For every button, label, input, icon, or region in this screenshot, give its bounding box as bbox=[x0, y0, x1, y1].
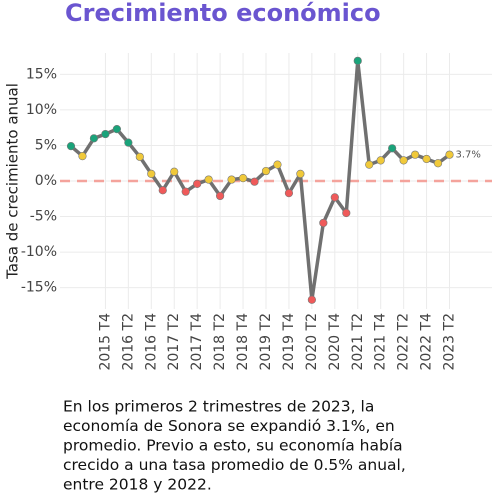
x-tick-label: 2022 T2 bbox=[396, 313, 412, 371]
x-tick-label: 2017 T2 bbox=[166, 313, 182, 371]
description-text: entre 2018 y 2022. bbox=[63, 476, 212, 494]
x-tick-label: 2023 T2 bbox=[442, 313, 458, 371]
y-tick-label: 15% bbox=[26, 66, 57, 82]
data-point bbox=[353, 56, 362, 65]
data-point bbox=[250, 177, 259, 186]
x-tick-label: 2016 T2 bbox=[120, 313, 136, 371]
data-point bbox=[319, 218, 328, 228]
y-axis-label: Tasa de crecimiento anual bbox=[4, 83, 22, 280]
data-point bbox=[296, 169, 305, 178]
data-point bbox=[204, 175, 213, 184]
data-point bbox=[411, 150, 420, 159]
data-point bbox=[445, 150, 454, 159]
chart-title: Crecimiento económico bbox=[65, 0, 381, 27]
data-point bbox=[273, 160, 282, 169]
data-point bbox=[66, 142, 76, 151]
data-point bbox=[261, 166, 271, 176]
x-tick-label: 2021 T4 bbox=[373, 313, 389, 371]
x-tick-label: 2021 T2 bbox=[350, 313, 366, 371]
data-point bbox=[78, 152, 87, 161]
data-point bbox=[227, 175, 236, 184]
data-point bbox=[376, 156, 385, 165]
x-tick-label: 2022 T4 bbox=[419, 313, 435, 371]
x-tick-label: 2020 T2 bbox=[304, 313, 320, 371]
x-tick-label: 2018 T4 bbox=[235, 313, 251, 371]
y-tick-label: -15% bbox=[21, 280, 57, 296]
data-point bbox=[330, 193, 339, 202]
series-line bbox=[69, 59, 451, 302]
y-tick-label: 0% bbox=[35, 173, 57, 189]
data-point bbox=[388, 144, 397, 153]
x-tick-label: 2017 T4 bbox=[189, 313, 205, 371]
data-point bbox=[422, 154, 431, 164]
data-point bbox=[158, 186, 167, 195]
y-tick-label: 5% bbox=[35, 137, 57, 153]
data-label: 3.7% bbox=[456, 150, 481, 161]
data-point bbox=[193, 179, 202, 188]
data-point bbox=[135, 152, 144, 161]
description-text: crecido a una tasa promedio de 0.5% anua… bbox=[63, 456, 406, 474]
data-point bbox=[433, 159, 443, 168]
y-tick-label: 10% bbox=[26, 102, 57, 118]
x-tick-label: 2018 T2 bbox=[212, 313, 228, 371]
data-point bbox=[170, 167, 179, 176]
data-point bbox=[124, 138, 133, 147]
data-point bbox=[365, 160, 374, 169]
x-tick-label: 2020 T4 bbox=[327, 313, 343, 371]
description-text: economía de Sonora se expandió 3.1%, en bbox=[63, 417, 395, 435]
data-point bbox=[89, 134, 99, 143]
x-tick-label: 2015 T4 bbox=[97, 313, 113, 371]
description-text: promedio. Previo a esto, su economía hab… bbox=[63, 437, 403, 455]
x-tick-label: 2019 T2 bbox=[258, 313, 274, 371]
data-point bbox=[399, 156, 408, 165]
data-point bbox=[147, 169, 156, 178]
data-point bbox=[307, 295, 316, 304]
description-text: En los primeros 2 trimestres de 2023, la bbox=[63, 398, 374, 416]
data-point bbox=[112, 124, 121, 134]
x-tick-label: 2019 T4 bbox=[281, 313, 297, 371]
data-point bbox=[284, 188, 294, 198]
data-point bbox=[181, 187, 190, 196]
data-point bbox=[101, 129, 110, 139]
y-tick-label: -5% bbox=[30, 209, 57, 225]
data-point bbox=[238, 174, 248, 183]
y-tick-label: -10% bbox=[21, 244, 57, 260]
x-tick-label: 2016 T4 bbox=[143, 313, 159, 371]
data-point bbox=[342, 208, 351, 218]
data-point bbox=[216, 191, 225, 201]
